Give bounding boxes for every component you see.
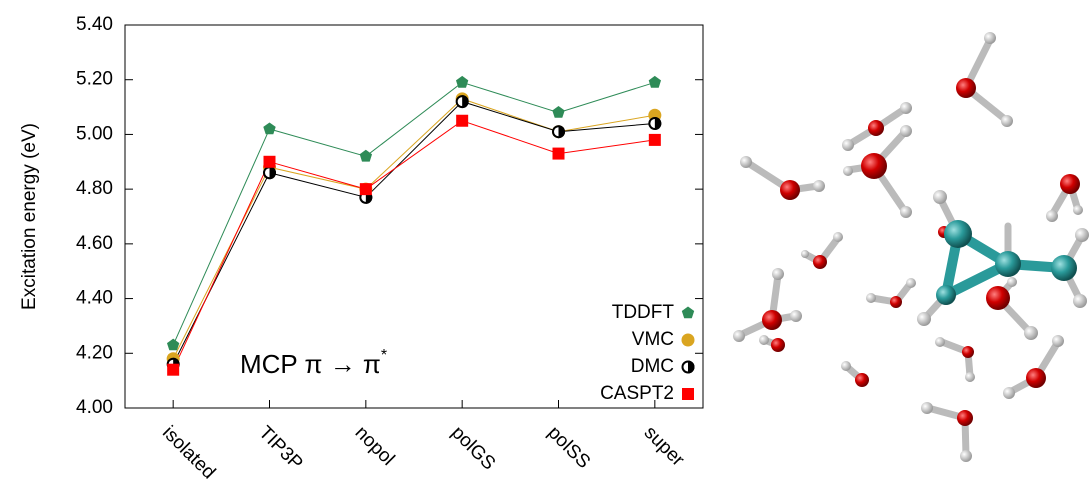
y-axis-label: Excitation energy (eV)	[19, 123, 40, 310]
marker	[455, 95, 469, 109]
marker	[456, 75, 469, 88]
x-tick-label: isolated	[158, 422, 219, 483]
y-tick-label: 4.80	[76, 178, 113, 199]
legend-label: DMC	[631, 356, 674, 377]
marker	[263, 155, 276, 168]
legend-label: TDDFT	[612, 302, 675, 323]
marker	[456, 114, 469, 127]
marker	[648, 116, 662, 130]
marker	[648, 133, 661, 146]
y-tick-label: 4.00	[76, 397, 113, 418]
marker	[359, 183, 372, 196]
plot: 4.00 4.20 4.40 4.60 4.80 5.00 5.20 5.40 isolated…	[19, 14, 704, 483]
y-tick-label: 5.00	[76, 123, 113, 144]
x-tick-label: TIP3P	[254, 422, 306, 474]
marker	[681, 333, 695, 347]
marker-half	[269, 166, 276, 180]
marker	[552, 106, 565, 118]
y-tick-label: 5.20	[76, 69, 113, 90]
marker	[552, 147, 565, 160]
series-line	[172, 101, 655, 365]
marker	[359, 149, 372, 162]
legend-label: CASPT2	[600, 383, 674, 404]
marker-half	[462, 95, 469, 109]
marker	[648, 75, 661, 88]
annotation: MCP π → π*	[240, 347, 387, 379]
series-line	[172, 120, 655, 370]
series-line	[172, 98, 655, 359]
marker	[682, 388, 694, 400]
x-tick-label: super	[640, 422, 689, 471]
annotation-main: MCP π → π	[240, 349, 381, 379]
series-line	[172, 81, 655, 346]
y-tick-label: 5.40	[76, 14, 113, 35]
marker	[681, 360, 695, 374]
molecule-render	[733, 32, 1089, 462]
x-tick-label: polSS	[543, 422, 594, 473]
marker-half	[558, 125, 565, 139]
x-tick-label: polGS	[447, 422, 499, 474]
marker	[681, 306, 695, 319]
x-tick-label: nopol	[351, 422, 399, 470]
y-tick-label: 4.20	[76, 342, 113, 363]
y-tick-label: 4.40	[76, 288, 113, 309]
y-tick-label: 4.60	[76, 233, 113, 254]
legend-label: VMC	[632, 329, 674, 350]
marker	[167, 363, 180, 376]
marker	[552, 125, 565, 139]
plot-frame	[124, 24, 704, 409]
marker	[167, 338, 180, 351]
marker	[263, 122, 276, 135]
marker-half	[654, 116, 662, 130]
annotation-superscript: *	[381, 347, 387, 364]
marker-half	[688, 360, 695, 374]
